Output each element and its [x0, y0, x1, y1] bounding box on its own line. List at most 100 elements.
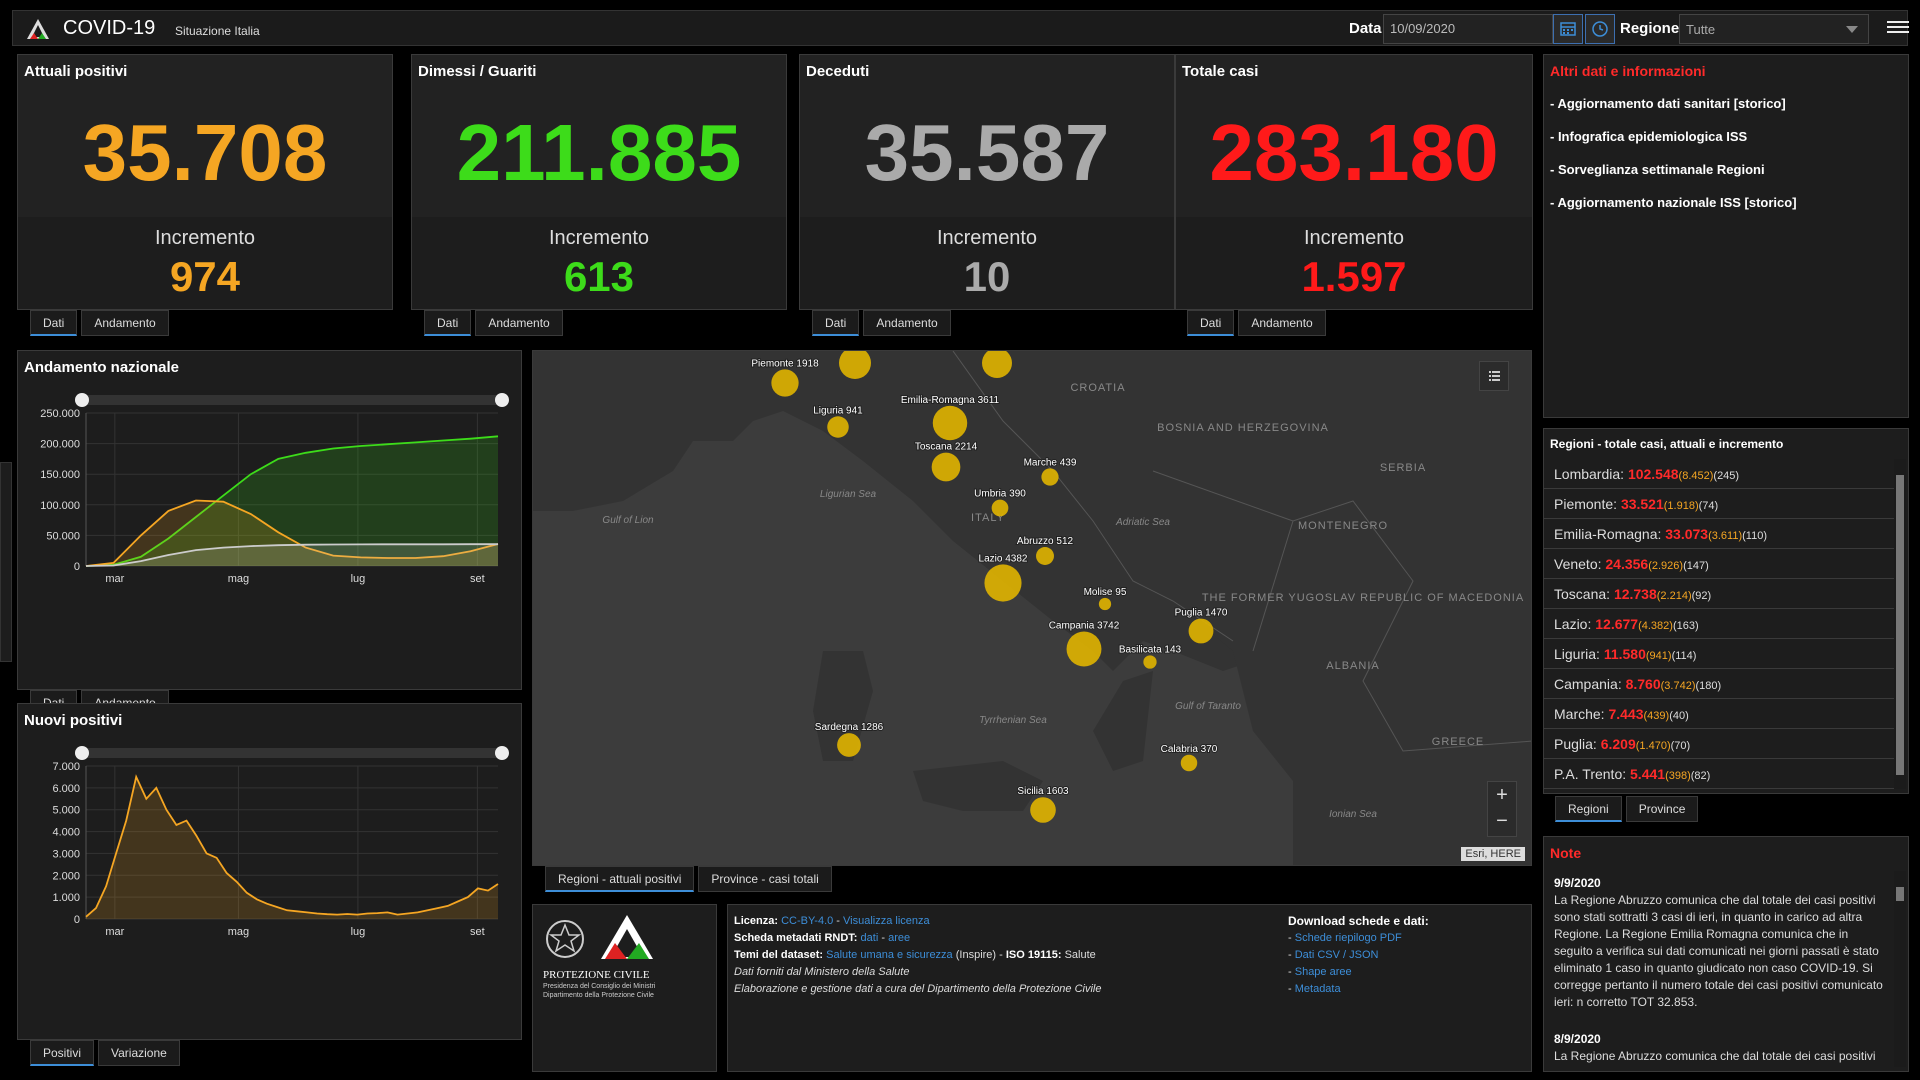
rndt-dati-link[interactable]: dati — [860, 932, 879, 944]
scrollbar-thumb[interactable] — [1896, 475, 1904, 775]
tab-regioni-attuali[interactable]: Regioni - attuali positivi — [545, 866, 695, 892]
date-input[interactable]: 10/09/2020 — [1383, 14, 1553, 44]
info-link[interactable]: - Aggiornamento dati sanitari [storico] — [1550, 96, 1786, 111]
map-bubble[interactable] — [1041, 468, 1059, 486]
range-handle-end[interactable] — [495, 746, 509, 760]
map-geo-label: Ionian Sea — [1329, 809, 1377, 820]
map-bubble[interactable] — [991, 499, 1009, 517]
map-geo-label: Adriatic Sea — [1115, 517, 1170, 528]
tab-province[interactable]: Province — [1625, 796, 1699, 822]
tab-dati[interactable]: Dati — [812, 310, 860, 336]
side-expand-tab[interactable] — [0, 462, 12, 662]
tab-andamento[interactable]: Andamento — [81, 310, 169, 336]
download-pdf-link[interactable]: Schede riepilogo PDF — [1294, 932, 1402, 944]
region-row[interactable]: Campania: 8.760(3.742)(180) — [1544, 669, 1896, 699]
range-slider-track[interactable] — [82, 748, 502, 758]
region-row[interactable]: Puglia: 6.209(1.470)(70) — [1544, 729, 1896, 759]
map-bubble[interactable] — [932, 405, 968, 441]
calendar-button[interactable] — [1553, 14, 1583, 44]
series-line — [85, 774, 499, 918]
info-link[interactable]: - Sorveglianza settimanale Regioni — [1550, 162, 1765, 177]
map-svg[interactable]: CROATIA BOSNIA AND HERZEGOVINA SERBIA MONTE… — [533, 351, 1532, 866]
time-button[interactable] — [1585, 14, 1615, 44]
tab-andamento[interactable]: Andamento — [863, 310, 951, 336]
region-select[interactable]: Tutte — [1679, 14, 1869, 44]
stat-card-top — [800, 55, 1174, 217]
region-row[interactable]: Liguria: 11.580(941)(114) — [1544, 639, 1896, 669]
map-bubble-label: Umbria 390 — [974, 489, 1026, 500]
range-handle-start[interactable] — [75, 393, 89, 407]
y-tick-label: 7.000 — [52, 761, 80, 773]
regions-scrollbar[interactable] — [1894, 459, 1906, 789]
region-att: (3.742) — [1660, 680, 1696, 692]
map-bubble[interactable] — [931, 452, 961, 482]
region-row[interactable]: P.A. Trento: 5.441(398)(82) — [1544, 759, 1896, 789]
tab-dati[interactable]: Dati — [1187, 310, 1235, 336]
stat-value: 35.708 — [82, 108, 328, 197]
range-handle-start[interactable] — [75, 746, 89, 760]
map-bubble[interactable] — [1098, 597, 1112, 611]
map-view[interactable]: CROATIA BOSNIA AND HERZEGOVINA SERBIA MONTE… — [532, 350, 1532, 866]
tab-dati[interactable]: Dati — [30, 310, 78, 336]
rndt-aree-link[interactable]: aree — [888, 932, 911, 944]
range-handle-end[interactable] — [495, 393, 509, 407]
region-row[interactable]: Toscana: 12.738(2.214)(92) — [1544, 579, 1896, 609]
map-bubble[interactable] — [827, 416, 849, 438]
map-bubble-label: Liguria 941 — [813, 405, 863, 416]
region-row[interactable]: Veneto: 24.356(2.926)(147) — [1544, 549, 1896, 579]
tab-andamento[interactable]: Andamento — [475, 310, 563, 336]
layer-list-button[interactable] — [1479, 361, 1509, 391]
tab-andamento[interactable]: Andamento — [1238, 310, 1326, 336]
stat-label: Dimessi / Guariti — [418, 63, 537, 80]
zoom-in-icon[interactable]: + — [1496, 784, 1508, 806]
tab-regioni[interactable]: Regioni — [1555, 796, 1622, 822]
stat-card-top — [412, 55, 786, 217]
regions-title: Regioni - totale casi, attuali e increme… — [1550, 437, 1784, 451]
download-metadata-link[interactable]: Metadata — [1294, 983, 1341, 995]
map-bubble-label: Emilia-Romagna 3611 — [901, 395, 1000, 406]
tab-dati[interactable]: Dati — [424, 310, 472, 336]
list-icon — [1489, 371, 1500, 381]
map-bubble[interactable] — [1180, 754, 1198, 772]
regions-panel: Regioni - totale casi, attuali e increme… — [1543, 428, 1909, 794]
temi-link[interactable]: Salute umana e sicurezza — [826, 949, 953, 961]
licenza-link[interactable]: CC-BY-4.0 — [781, 915, 834, 927]
region-row[interactable]: Marche: 7.443(439)(40) — [1544, 699, 1896, 729]
map-bubble[interactable] — [771, 369, 799, 397]
range-slider-track[interactable] — [82, 395, 502, 405]
tab-positivi[interactable]: Positivi — [30, 1040, 95, 1066]
map-bubble[interactable] — [839, 351, 871, 379]
notes-scrollbar[interactable] — [1894, 871, 1906, 1067]
regions-list: Lombardia: 102.548(8.452)(245) Piemonte: … — [1544, 459, 1896, 789]
scrollbar-thumb[interactable] — [1896, 887, 1904, 901]
map-bubble[interactable] — [1036, 547, 1054, 565]
info-link[interactable]: - Infografica epidemiologica ISS — [1550, 129, 1748, 144]
tab-variazione[interactable]: Variazione — [98, 1040, 180, 1066]
download-shape-link[interactable]: Shape aree — [1294, 966, 1352, 978]
x-tick-label: set — [470, 573, 485, 585]
stat-label: Attuali positivi — [24, 63, 128, 80]
region-inc: (114) — [1671, 650, 1697, 662]
download-csv-link[interactable]: Dati CSV / JSON — [1294, 949, 1379, 961]
menu-icon[interactable] — [1887, 18, 1909, 40]
map-bubble[interactable] — [1143, 655, 1157, 669]
map-bubble[interactable] — [1066, 631, 1102, 667]
map-bubble[interactable] — [1030, 797, 1056, 823]
map-bubble[interactable] — [1188, 618, 1214, 644]
info-title: Altri dati e informazioni — [1550, 63, 1706, 79]
stat-increment: 10 — [963, 253, 1011, 300]
info-link[interactable]: - Aggiornamento nazionale ISS [storico] — [1550, 195, 1797, 210]
chart-title: Nuovi positivi — [24, 712, 123, 729]
tab-province-casi[interactable]: Province - casi totali — [698, 866, 832, 892]
zoom-out-icon[interactable]: − — [1496, 810, 1508, 832]
region-row[interactable]: Piemonte: 33.521(1.918)(74) — [1544, 489, 1896, 519]
stat-tabs-attuali: Dati Andamento — [30, 310, 169, 336]
map-bubble[interactable] — [984, 564, 1022, 602]
map-bubble[interactable] — [982, 351, 1012, 378]
region-row[interactable]: Lazio: 12.677(4.382)(163) — [1544, 609, 1896, 639]
map-bubble[interactable] — [837, 733, 861, 757]
visualizza-licenza-link[interactable]: Visualizza licenza — [843, 915, 930, 927]
region-row[interactable]: Lombardia: 102.548(8.452)(245) — [1544, 459, 1896, 489]
region-tot: 11.580 — [1603, 646, 1646, 662]
region-row[interactable]: Emilia-Romagna: 33.073(3.611)(110) — [1544, 519, 1896, 549]
